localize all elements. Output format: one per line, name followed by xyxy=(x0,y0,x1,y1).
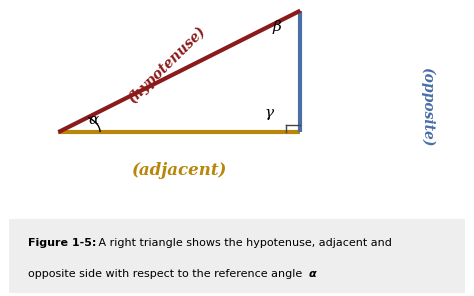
Text: β: β xyxy=(273,20,282,34)
Text: opposite side with respect to the reference angle: opposite side with respect to the refere… xyxy=(27,269,305,279)
Text: Figure 1-5:: Figure 1-5: xyxy=(27,238,96,248)
FancyBboxPatch shape xyxy=(0,217,474,295)
Text: (adjacent): (adjacent) xyxy=(132,162,227,179)
Text: (hypotenuse): (hypotenuse) xyxy=(125,23,208,106)
Text: (opposite): (opposite) xyxy=(420,67,434,146)
Text: α: α xyxy=(89,113,99,127)
Text: γ: γ xyxy=(264,106,273,120)
Text: α: α xyxy=(309,269,317,279)
Text: A right triangle shows the hypotenuse, adjacent and: A right triangle shows the hypotenuse, a… xyxy=(95,238,392,248)
